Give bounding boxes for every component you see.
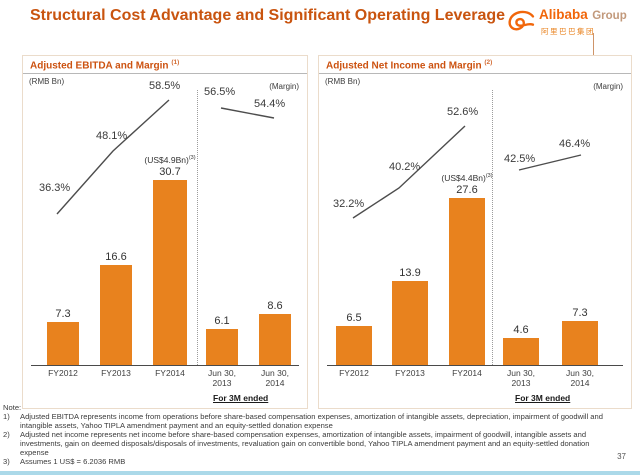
bar-fy2013: 13.9 xyxy=(392,267,428,366)
note-text: Adjusted EBITDA represents income from o… xyxy=(20,412,603,430)
panel-title-text: Adjusted EBITDA and Margin xyxy=(30,60,169,72)
margin-label: 56.5% xyxy=(204,86,236,98)
logo-brand-text: Alibaba xyxy=(539,7,588,22)
group-period-label: For 3M ended xyxy=(515,393,571,403)
bar-value: 13.9 xyxy=(399,267,421,279)
bar-fy2014: (US$4.9Bn)(3) 30.7 xyxy=(144,155,196,366)
bar-jun30-2014: 8.6 xyxy=(259,300,291,366)
note-number: 3) xyxy=(3,457,10,466)
bar-value: 4.6 xyxy=(513,324,529,336)
category-label: FY2012 xyxy=(48,368,78,378)
note-item: 3) Assumes 1 US$ = 6.2036 RMB xyxy=(3,457,618,466)
bar-fy2013: 16.6 xyxy=(100,251,132,366)
bar-value: 6.5 xyxy=(346,312,362,324)
note-text: Adjusted net income represents net incom… xyxy=(20,430,590,457)
x-axis-line xyxy=(327,365,623,366)
category-label: FY2014 xyxy=(452,368,482,378)
category-label: Jun 30, 2013 xyxy=(507,368,535,388)
period-divider-line xyxy=(492,90,493,365)
category-label: Jun 30, 2014 xyxy=(566,368,594,388)
page-number: 37 xyxy=(617,452,626,461)
category-label: FY2012 xyxy=(339,368,369,378)
usd-annotation-text: (US$4.4Bn) xyxy=(441,173,486,183)
margin-axis-label: (Margin) xyxy=(593,82,623,91)
bar-jun30-2014: 7.3 xyxy=(562,307,598,366)
usd-annotation: (US$4.9Bn)(3) xyxy=(144,155,195,165)
margin-label: 52.6% xyxy=(447,106,479,118)
bar-fy2012: 7.3 xyxy=(47,308,79,366)
note-number: 2) xyxy=(3,430,10,439)
page-title: Structural Cost Advantage and Significan… xyxy=(30,7,506,24)
note-number: 1) xyxy=(3,412,10,421)
category-label: FY2013 xyxy=(101,368,131,378)
margin-label: 58.5% xyxy=(149,80,181,92)
bar-value: 7.3 xyxy=(572,307,588,319)
note-item: 1) Adjusted EBITDA represents income fro… xyxy=(3,412,618,430)
logo-divider-line xyxy=(593,33,594,58)
usd-annotation-superscript: (3) xyxy=(485,173,493,180)
panel-title-superscript: (2) xyxy=(484,59,493,66)
margin-label: 32.2% xyxy=(333,198,365,210)
alibaba-logo: Alibaba Group 阿里巴巴集团 xyxy=(506,8,636,38)
category-label: Jun 30, 2014 xyxy=(261,368,289,388)
group-period-label: For 3M ended xyxy=(213,393,269,403)
note-text: Assumes 1 US$ = 6.2036 RMB xyxy=(20,457,126,466)
unit-label: (RMB Bn) xyxy=(325,77,361,86)
panel-title-superscript: (1) xyxy=(171,59,180,66)
chart-panel-ebitda: Adjusted EBITDA and Margin (1) (RMB Bn) … xyxy=(22,55,308,409)
x-axis-line xyxy=(31,365,299,366)
bar-value: 6.1 xyxy=(214,315,230,327)
margin-label: 36.3% xyxy=(39,182,71,194)
alibaba-smiley-icon xyxy=(506,10,536,37)
panel-title: Adjusted EBITDA and Margin (1) xyxy=(30,59,179,71)
category-label: FY2014 xyxy=(155,368,185,378)
usd-annotation-text: (US$4.9Bn) xyxy=(144,155,189,165)
bar-value: 7.3 xyxy=(55,308,71,320)
bar-value: 27.6 xyxy=(456,184,478,196)
panel-title-text: Adjusted Net Income and Margin xyxy=(326,60,482,72)
category-label: Jun 30, 2013 xyxy=(208,368,236,388)
category-label: FY2013 xyxy=(395,368,425,378)
bar-value: 8.6 xyxy=(267,300,283,312)
usd-annotation-superscript: (3) xyxy=(188,155,196,162)
panel-title: Adjusted Net Income and Margin (2) xyxy=(326,59,492,71)
margin-label: 46.4% xyxy=(559,138,591,150)
header-rule xyxy=(23,73,307,74)
bar-jun30-2013: 4.6 xyxy=(503,324,539,366)
margin-label: 40.2% xyxy=(389,161,421,173)
margin-label: 54.4% xyxy=(254,98,286,110)
chart-panel-netincome: Adjusted Net Income and Margin (2) (RMB … xyxy=(318,55,632,409)
header-rule xyxy=(319,73,631,74)
usd-annotation: (US$4.4Bn)(3) xyxy=(441,173,492,183)
period-divider-line xyxy=(197,90,198,365)
margin-label: 48.1% xyxy=(96,130,128,142)
unit-label: (RMB Bn) xyxy=(29,77,65,86)
footnotes: Note: 1) Adjusted EBITDA represents inco… xyxy=(3,403,618,466)
bar-value: 16.6 xyxy=(105,251,127,263)
bar-fy2012: 6.5 xyxy=(336,312,372,366)
bar-jun30-2013: 6.1 xyxy=(206,315,238,366)
notes-heading: Note: xyxy=(3,403,22,412)
note-item: 2) Adjusted net income represents net in… xyxy=(3,430,618,457)
margin-label: 42.5% xyxy=(504,153,536,165)
logo-chinese-text: 阿里巴巴集团 xyxy=(541,27,595,36)
bar-value: 30.7 xyxy=(159,166,181,178)
bar-fy2014: (US$4.4Bn)(3) 27.6 xyxy=(441,173,493,366)
logo-suffix-text: Group xyxy=(592,10,627,22)
margin-axis-label: (Margin) xyxy=(269,82,299,91)
bottom-accent-bar xyxy=(0,471,640,475)
